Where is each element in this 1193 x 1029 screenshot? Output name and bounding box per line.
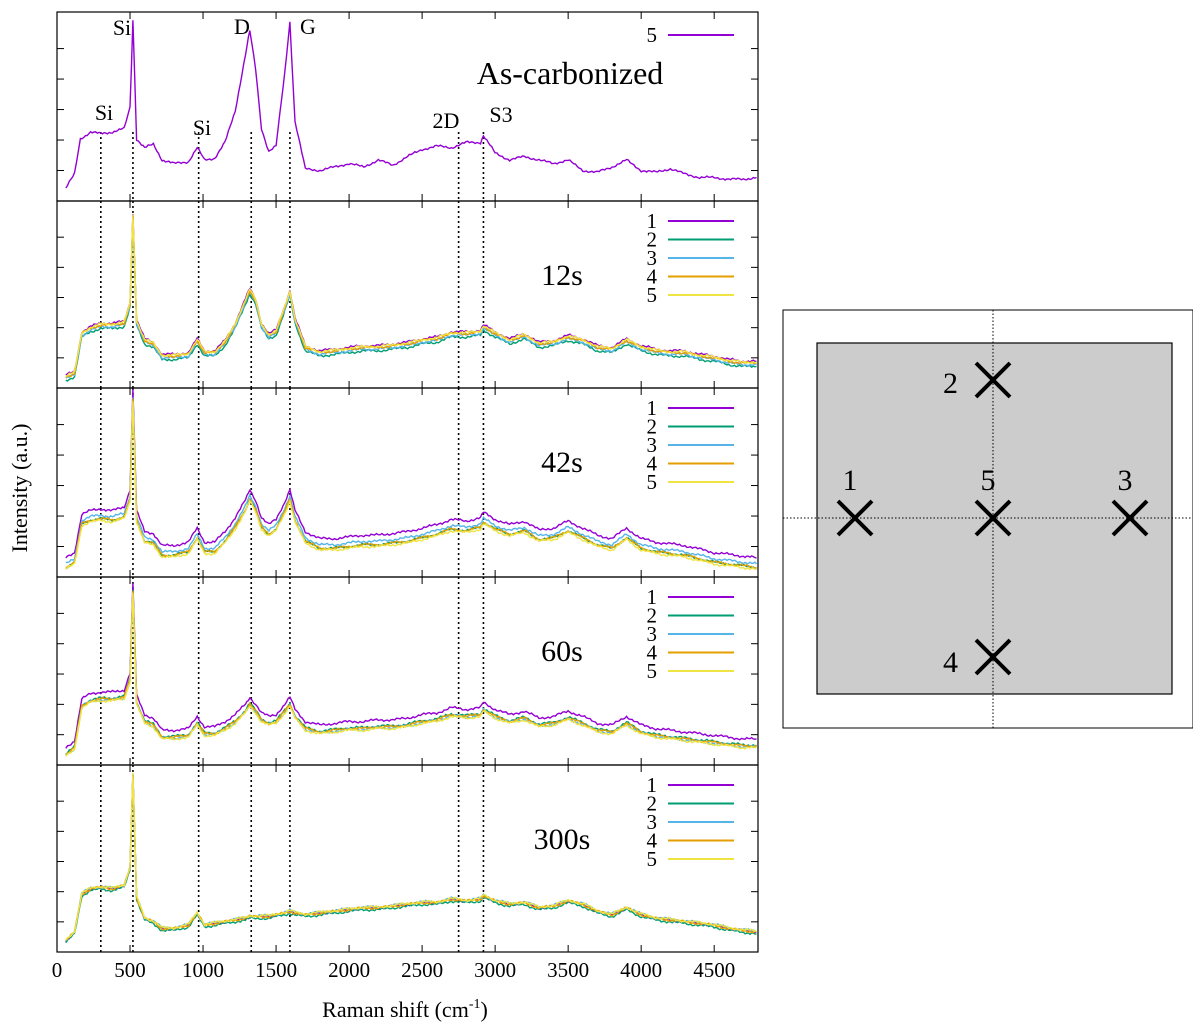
series-line-1 — [65, 583, 757, 749]
legend-label: 4 — [647, 265, 658, 289]
labels: As-carbonized512s1234542s1234560s1234530… — [52, 14, 735, 982]
x-tick-label: 1000 — [182, 958, 224, 982]
legend-label: 3 — [647, 622, 658, 646]
measurement-point-label: 3 — [1118, 464, 1133, 497]
peak-label: S3 — [489, 102, 512, 127]
legend-label: 1 — [647, 773, 658, 797]
series-line-3 — [65, 397, 758, 565]
series-line-5 — [65, 20, 757, 189]
peak-label: Si — [95, 100, 113, 125]
series-line-5 — [65, 215, 757, 377]
peak-label: G — [300, 14, 316, 39]
panel-frame — [56, 764, 759, 953]
x-tick-label: 4500 — [693, 958, 735, 982]
legend-label: 3 — [647, 810, 658, 834]
series-line-2 — [65, 776, 757, 944]
panel-title: 60s — [541, 635, 583, 668]
legend-label: 5 — [647, 283, 658, 307]
x-tick-label: 2000 — [328, 958, 370, 982]
spectra — [65, 20, 758, 944]
legend-label: 3 — [647, 246, 658, 270]
x-tick-label: 2500 — [401, 958, 443, 982]
measurement-mark — [974, 638, 1012, 676]
y-axis-label: Intensity (a.u.) — [7, 424, 32, 553]
legend-label: 1 — [647, 209, 658, 233]
panel-title: 300s — [534, 823, 591, 856]
x-tick-label: 3500 — [547, 958, 589, 982]
legend-label: 5 — [647, 847, 658, 871]
legend-label: 4 — [647, 829, 658, 853]
series-line-5 — [65, 773, 757, 941]
legend-label: 3 — [647, 433, 658, 457]
sample-diagram: 1 2 3 4 5 — [782, 309, 1193, 729]
legend-label: 2 — [647, 228, 658, 252]
legend-label: 2 — [647, 604, 658, 628]
x-tick-label: 0 — [52, 958, 63, 982]
measurement-mark — [1111, 499, 1149, 537]
series-line-4 — [65, 591, 757, 756]
legend-label: 4 — [647, 452, 658, 476]
x-axis-label: Raman shift (cm-1) — [322, 997, 488, 1022]
legend-label: 2 — [647, 415, 658, 439]
measurement-point-label: 5 — [981, 464, 996, 497]
x-tick-label: 4000 — [620, 958, 662, 982]
x-tick-label: 500 — [114, 958, 146, 982]
series-line-5 — [65, 401, 757, 571]
measurement-point-label: 1 — [843, 464, 858, 497]
x-tick-label: 1500 — [255, 958, 297, 982]
legend-label: 1 — [647, 396, 658, 420]
peak-label: 2D — [433, 108, 460, 133]
panel-title: 12s — [541, 259, 583, 292]
measurement-point-label: 2 — [943, 367, 958, 400]
dotted-peak-lines — [100, 132, 485, 952]
measurement-mark — [836, 499, 874, 537]
panel-title: 42s — [541, 446, 583, 479]
legend-label: 2 — [647, 792, 658, 816]
panel-frames — [56, 11, 759, 953]
legend-label: 1 — [647, 585, 658, 609]
peak-label: Si — [113, 15, 131, 40]
measurement-mark — [974, 499, 1012, 537]
series-line-1 — [65, 389, 757, 559]
panel-title: As-carbonized — [477, 55, 664, 91]
peak-label: Si — [193, 115, 211, 140]
series-line-5 — [65, 592, 757, 757]
series-line-4 — [65, 398, 757, 570]
legend-label: 5 — [647, 470, 658, 494]
legend-label: 4 — [647, 641, 658, 665]
measurement-point-label: 4 — [943, 646, 958, 679]
peak-label: D — [234, 14, 250, 39]
legend-label: 5 — [647, 23, 658, 47]
measurement-mark — [974, 361, 1012, 399]
legend-label: 5 — [647, 659, 658, 683]
x-tick-label: 3000 — [474, 958, 516, 982]
